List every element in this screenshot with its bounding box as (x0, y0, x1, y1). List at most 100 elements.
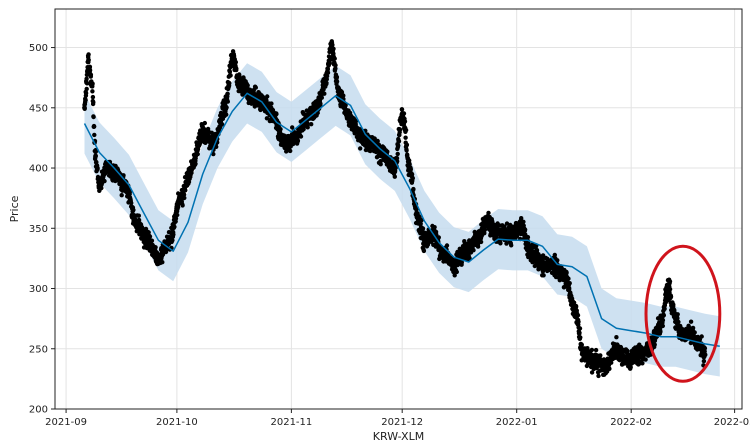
actual-price-cloud-point (91, 114, 96, 120)
actual-price-cloud-point (136, 213, 141, 218)
actual-price-cloud-point (509, 243, 514, 248)
actual-price-point (178, 195, 184, 201)
actual-price-point (658, 322, 664, 328)
actual-price-cloud-point (88, 72, 94, 78)
actual-price-point (562, 274, 568, 279)
actual-price-point (440, 250, 446, 255)
actual-price-cloud-point (628, 365, 633, 370)
actual-price-point (625, 358, 630, 364)
actual-price-point (189, 165, 195, 171)
actual-price-cloud-point (147, 234, 153, 239)
actual-price-cloud-point (467, 255, 472, 261)
actual-price-point (93, 153, 98, 159)
actual-price-cloud-point (404, 148, 409, 153)
actual-price-cloud-point (566, 276, 571, 281)
actual-price-cloud-point (403, 135, 408, 140)
actual-price-cloud-point (701, 358, 707, 364)
actual-price-cloud-point (90, 89, 95, 94)
actual-price-cloud-point (552, 252, 557, 258)
actual-price-cloud-point (83, 97, 88, 103)
actual-price-point (484, 219, 490, 225)
actual-price-cloud-point (418, 221, 423, 226)
actual-price-cloud-point (84, 86, 89, 92)
actual-price-cloud-point (119, 193, 124, 198)
actual-price-point (591, 358, 597, 364)
actual-price-cloud-point (403, 127, 409, 133)
actual-price-cloud-point (471, 248, 476, 253)
actual-price-cloud-point (175, 205, 181, 210)
actual-price-cloud-point (452, 273, 457, 278)
actual-price-cloud-point (227, 69, 233, 75)
actual-price-point (122, 183, 128, 189)
actual-price-cloud-point (432, 225, 437, 230)
actual-price-point (506, 231, 512, 237)
actual-price-point (702, 352, 708, 358)
actual-price-cloud-point (404, 142, 410, 147)
actual-price-cloud-point (577, 326, 583, 331)
actual-price-cloud-point (541, 273, 546, 278)
actual-price-cloud-point (327, 60, 332, 66)
actual-price-cloud-point (343, 102, 348, 108)
actual-price-cloud-point (522, 227, 528, 232)
actual-price-point (237, 81, 243, 87)
actual-price-cloud-point (173, 216, 179, 221)
actual-price-cloud-point (211, 151, 216, 157)
actual-price-cloud-point (392, 174, 397, 179)
actual-price-point (111, 171, 117, 177)
actual-price-cloud-point (658, 329, 663, 334)
actual-price-cloud-point (671, 302, 676, 307)
actual-price-cloud-point (225, 99, 230, 104)
actual-price-cloud-point (385, 149, 390, 154)
actual-price-cloud-point (593, 347, 599, 353)
actual-price-cloud-point (193, 161, 198, 166)
actual-price-cloud-point (95, 165, 100, 171)
actual-price-point (636, 352, 641, 358)
actual-price-cloud-point (589, 370, 595, 375)
actual-price-cloud-point (278, 127, 283, 132)
actual-price-cloud-point (269, 101, 274, 106)
actual-price-cloud-point (264, 116, 270, 121)
actual-price-cloud-point (171, 232, 176, 237)
y-tick-label-1: 250 (29, 344, 48, 355)
actual-price-point (85, 59, 91, 65)
actual-price-cloud-point (668, 294, 674, 299)
actual-price-cloud-point (564, 270, 569, 275)
actual-price-point (348, 117, 353, 123)
actual-price-point (495, 231, 501, 237)
actual-price-cloud-point (504, 241, 509, 246)
actual-price-cloud-point (482, 231, 487, 236)
actual-price-points (82, 39, 708, 379)
actual-price-cloud-point (318, 101, 323, 106)
actual-price-cloud-point (444, 243, 450, 248)
actual-price-cloud-point (333, 63, 338, 68)
actual-price-cloud-point (407, 158, 412, 163)
actual-price-cloud-point (368, 148, 373, 154)
actual-price-cloud-point (86, 52, 91, 57)
actual-price-cloud-point (692, 330, 697, 335)
x-tick-label-5: 2022-02 (610, 417, 652, 428)
actual-price-cloud-point (690, 325, 696, 331)
actual-price-cloud-point (290, 125, 295, 130)
actual-price-cloud-point (172, 224, 177, 229)
actual-price-cloud-point (87, 64, 93, 70)
actual-price-point (133, 219, 139, 225)
y-tick-label-3: 350 (29, 224, 48, 235)
actual-price-cloud-point (325, 66, 330, 71)
actual-price-cloud-point (652, 342, 657, 347)
actual-price-cloud-point (298, 134, 304, 139)
actual-price-cloud-point (399, 107, 405, 112)
actual-price-cloud-point (358, 146, 363, 151)
actual-price-cloud-point (92, 132, 97, 138)
actual-price-cloud-point (333, 66, 338, 71)
actual-price-point (281, 141, 287, 147)
actual-price-cloud-point (233, 60, 238, 65)
actual-price-point (144, 237, 150, 243)
actual-price-point (104, 165, 110, 171)
actual-price-cloud-point (667, 279, 673, 284)
actual-price-point (222, 105, 228, 111)
actual-price-cloud-point (102, 178, 107, 184)
highlight-annotation (644, 244, 722, 383)
actual-price-point (673, 316, 678, 321)
actual-price-cloud-point (325, 70, 331, 75)
x-tick-label-4: 2022-01 (496, 417, 538, 428)
